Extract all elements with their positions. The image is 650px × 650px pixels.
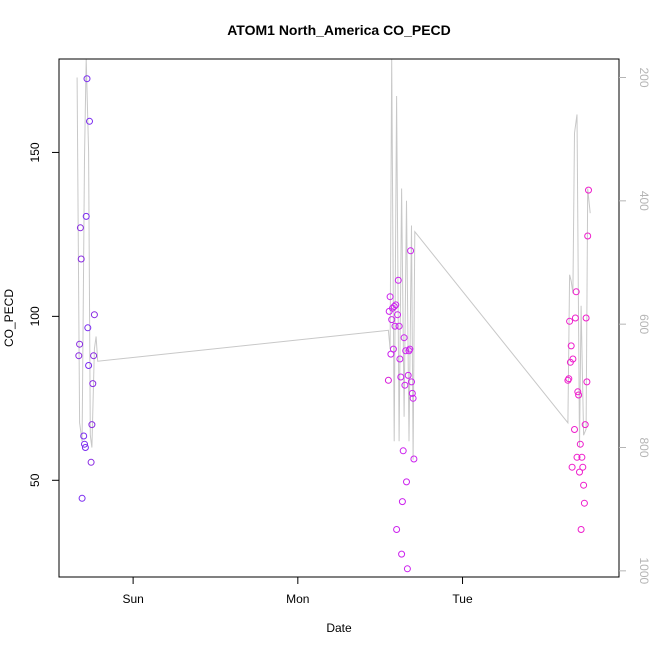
data-point <box>392 301 400 309</box>
data-point <box>394 276 402 284</box>
data-point <box>568 463 576 471</box>
data-point <box>571 426 578 433</box>
data-point <box>576 440 584 448</box>
data-point <box>386 293 394 301</box>
co-pecd-series <box>75 75 592 573</box>
data-point <box>404 371 412 379</box>
data-point <box>76 340 84 348</box>
data-point <box>84 324 92 332</box>
data-point <box>398 550 406 558</box>
data-point <box>579 463 587 471</box>
data-point <box>87 458 95 466</box>
data-point <box>398 498 406 506</box>
data-point <box>584 232 592 240</box>
data-point <box>88 421 96 429</box>
data-point <box>399 447 407 455</box>
data-point <box>572 288 580 296</box>
secondary-tick-label: 400 <box>637 191 650 211</box>
data-point <box>577 526 585 533</box>
data-point <box>394 311 401 319</box>
data-point <box>565 375 573 383</box>
data-point <box>409 394 417 402</box>
data-point <box>569 355 577 363</box>
x-axis-label: Date <box>326 621 352 635</box>
y-axis: 50 100 150 <box>28 142 59 487</box>
secondary-tick-label: 1000 <box>637 557 650 584</box>
data-point <box>384 376 392 384</box>
chart-title: ATOM1 North_America CO_PECD <box>227 22 451 38</box>
data-point <box>90 352 98 360</box>
data-point <box>89 380 97 388</box>
data-point <box>395 322 403 330</box>
data-point <box>85 362 93 369</box>
data-point <box>575 391 583 399</box>
data-point <box>393 526 401 533</box>
data-point <box>400 334 408 342</box>
data-point <box>76 224 84 232</box>
data-point <box>403 565 411 573</box>
data-point <box>80 432 88 440</box>
data-point <box>406 345 414 353</box>
data-point <box>580 499 588 507</box>
data-point <box>571 314 579 322</box>
data-point <box>389 345 397 353</box>
data-point <box>408 389 416 397</box>
x-tick-label: Mon <box>286 592 309 606</box>
data-point <box>583 378 591 386</box>
data-point <box>403 478 410 486</box>
y-tick-label: 100 <box>28 306 42 326</box>
data-point <box>408 378 415 386</box>
pressure-profile-line <box>76 59 591 460</box>
data-point <box>580 481 588 489</box>
secondary-tick-label: 600 <box>637 314 650 334</box>
data-point <box>581 421 589 429</box>
secondary-tick-label: 200 <box>637 67 650 87</box>
data-point <box>77 255 85 263</box>
data-point <box>81 440 88 448</box>
data-point <box>573 453 581 461</box>
data-point <box>585 186 592 194</box>
data-point <box>397 373 405 381</box>
x-tick-label: Sun <box>122 592 143 606</box>
secondary-y-axis: 200 400 600 800 1000 <box>619 67 650 585</box>
secondary-tick-label: 800 <box>637 437 650 457</box>
data-point <box>82 212 90 220</box>
y-axis-label: CO_PECD <box>2 289 16 347</box>
data-point <box>407 247 415 255</box>
data-point <box>578 453 586 461</box>
data-point <box>396 355 404 363</box>
data-point <box>75 352 83 360</box>
data-point <box>410 455 418 463</box>
data-point <box>390 303 398 310</box>
data-point <box>567 342 575 350</box>
data-point <box>582 314 590 322</box>
data-point <box>90 311 98 319</box>
data-point <box>81 444 89 451</box>
data-point <box>401 381 409 389</box>
data-point <box>576 468 583 476</box>
pressure-profile-series <box>76 59 591 460</box>
data-point <box>574 388 582 396</box>
plot-frame <box>58 58 620 578</box>
x-tick-label: Tue <box>452 592 473 606</box>
y-tick-label: 50 <box>28 473 42 487</box>
data-point <box>86 117 93 125</box>
x-axis: Sun Mon Tue <box>122 577 473 606</box>
data-point <box>83 75 91 83</box>
y-tick-label: 150 <box>28 142 42 162</box>
data-point <box>388 316 396 324</box>
data-point <box>78 494 86 502</box>
data-point <box>402 347 410 355</box>
data-point <box>391 322 399 330</box>
data-point <box>566 317 574 325</box>
